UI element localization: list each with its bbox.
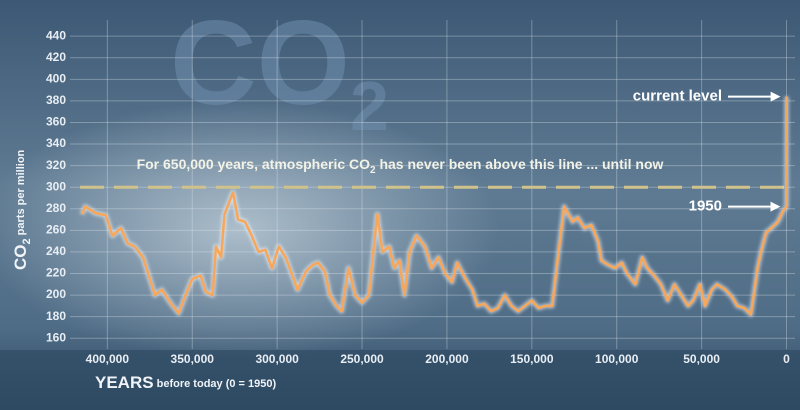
y-tick-label: 180 [46,309,66,323]
y-tick-label: 280 [46,201,66,215]
y-tick-label: 380 [46,93,66,107]
arrow-head [770,91,781,102]
x-tick-label: 100,000 [595,352,639,366]
y-tick-label: 320 [46,158,66,172]
arrow-head [770,201,781,212]
y-tick-label: 200 [46,287,66,301]
y-tick-label: 160 [46,330,66,344]
y-tick-label: 260 [46,223,66,237]
y-tick-label: 400 [46,71,66,85]
x-tick-label: 50,000 [683,352,720,366]
reference-text-part: has never been above this line ... until… [376,156,664,172]
watermark: CO2 [170,0,389,145]
sea [0,350,800,410]
plot: For 650,000 years, atmospheric CO2 has n… [79,88,790,317]
y-tick-label: 300 [46,179,66,193]
y-tick-label: 440 [46,28,66,42]
reference-text-part: For 650,000 years, atmospheric CO [137,156,371,172]
annotation-text: current level [633,88,722,105]
annotation-text: 1950 [689,198,722,215]
watermark-main: CO [170,0,350,130]
watermark-sub: 2 [350,67,389,145]
grid: 1601802002202402602803003203403603804004… [46,20,795,366]
y-tick-label: 360 [46,115,66,129]
x-axis-label: YEARS before today (0 = 1950) [95,373,276,392]
reference-text: For 650,000 years, atmospheric CO2 has n… [137,156,664,176]
x-tick-label: 300,000 [255,352,299,366]
series-line [80,96,788,316]
x-tick-label: 350,000 [171,352,215,366]
y-tick-label: 340 [46,136,66,150]
y-tick-label: 220 [46,266,66,280]
y-axis-label: CO2 parts per million [11,149,32,270]
x-tick-label: 250,000 [340,352,384,366]
y-tick-label: 420 [46,50,66,64]
x-tick-label: 200,000 [425,352,469,366]
reference-text-part: 2 [370,165,376,176]
y-label-main: CO [11,245,30,271]
y-tick-label: 240 [46,244,66,258]
x-label-rest: before today (0 = 1950) [154,378,277,390]
x-tick-label: 400,000 [86,352,130,366]
y-label-sub: 2 [21,238,33,244]
x-label-main: YEARS [95,373,154,392]
y-label-rest: parts per million [15,149,27,238]
x-tick-label: 0 [783,352,790,366]
x-tick-label: 150,000 [510,352,554,366]
